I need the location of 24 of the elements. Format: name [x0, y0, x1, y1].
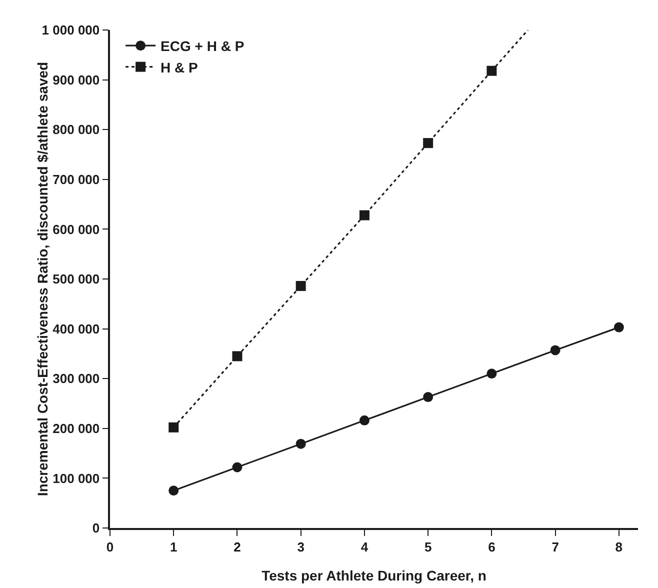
y-tick-label: 0	[92, 520, 100, 536]
y-tick-label: 100 000	[52, 470, 100, 486]
y-tick-label: 800 000	[52, 122, 100, 138]
x-tick-label: 3	[297, 539, 304, 554]
y-tick-label: 200 000	[52, 420, 100, 436]
y-axis-title: Incremental Cost-Effectiveness Ratio, discounted $/athlete saved	[34, 62, 51, 496]
y-tick-label: 900 000	[52, 72, 100, 88]
y-tick-label: 300 000	[52, 371, 100, 386]
y-tick-label: 1 000 000	[42, 22, 100, 38]
x-tick-label: 1	[170, 539, 178, 554]
y-tick-label: 700 000	[52, 172, 100, 187]
x-axis-title: Tests per Athlete During Career, n	[262, 568, 486, 584]
x-tick-label: 2	[234, 539, 241, 554]
x-tick-label: 6	[488, 539, 496, 554]
x-tick-label: 8	[615, 539, 623, 554]
x-tick-label: 4	[360, 539, 369, 554]
y-tick-label: 400 000	[52, 321, 100, 336]
y-tick-label: 600 000	[52, 222, 100, 237]
y-tick-label: 500 000	[52, 272, 100, 287]
x-tick-label: 5	[424, 539, 432, 554]
legend-label: ECG + H & P	[160, 38, 244, 54]
x-tick-label: 7	[552, 539, 559, 554]
x-tick-label: 0	[106, 539, 114, 554]
legend-label: H & P	[160, 59, 198, 76]
